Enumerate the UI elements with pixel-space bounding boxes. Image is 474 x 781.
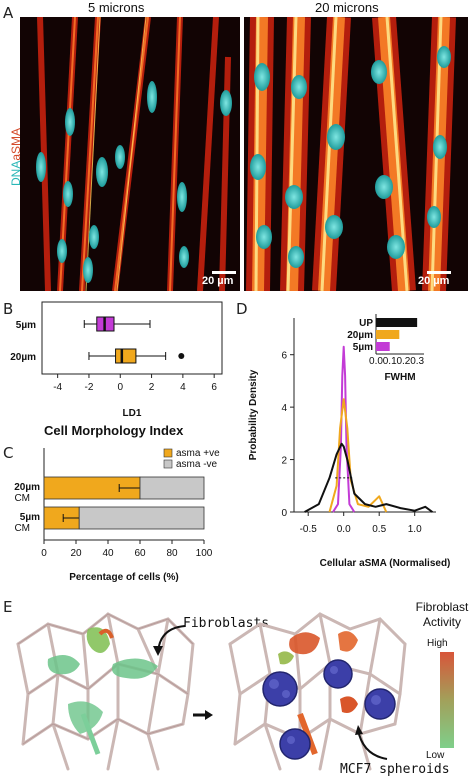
inset-bar-5µm: [376, 342, 390, 351]
scalebar-right: [427, 271, 451, 274]
inset-x-tick-label: 0.1: [383, 356, 397, 367]
inset-category-label: 5µm: [353, 342, 373, 353]
box-20µm: [115, 348, 137, 364]
category-sublabel: CM: [14, 523, 30, 534]
mcf7-spheroids: [262, 659, 396, 760]
micrograph-5um: 20 µm: [20, 17, 240, 291]
x-axis-label: LD1: [123, 408, 142, 419]
x-tick-label: 80: [166, 548, 178, 559]
activity-low-label: Low: [426, 750, 445, 761]
category-label: 20µm: [14, 482, 40, 493]
spheroids-arrow: [355, 725, 388, 760]
scalebar-right-label: 20 µm: [418, 275, 450, 287]
bar-asma--ve: [139, 476, 205, 500]
activity-colorbar: [440, 652, 454, 748]
category-label: 20µm: [10, 352, 36, 363]
x-tick-label: 0.5: [372, 524, 386, 535]
x-tick-label: 1.0: [408, 524, 422, 535]
micrograph-20um-image: [246, 17, 456, 291]
density-line-UP: [304, 442, 433, 513]
legend-label: asma +ve: [176, 448, 220, 459]
micrograph-20um: 20 µm: [244, 17, 468, 291]
x-tick-label: 0: [41, 548, 47, 559]
panel-a-title-20um: 20 microns: [315, 0, 379, 15]
inset-category-label: UP: [359, 318, 373, 329]
density-line-20µm: [328, 398, 388, 513]
inset-x-axis-label: FWHM: [384, 372, 415, 383]
panel-d-letter: D: [236, 300, 248, 318]
x-axis-label: Cellular aSMA (Normalised): [320, 558, 451, 569]
x-axis-label: Percentage of cells (%): [69, 572, 178, 583]
x-tick-label: 0.0: [337, 524, 351, 535]
fibroblasts-arrow: [153, 625, 186, 656]
chart-b-boxplot: -4 -2 0 2 4 6 LD1 5µm 20µm: [10, 301, 223, 419]
y-axis-label: Probability Density: [248, 369, 259, 460]
activity-high-label: High: [427, 638, 448, 649]
x-tick-label: 40: [102, 548, 114, 559]
density-line-5µm: [332, 345, 356, 513]
panel-b-letter: B: [3, 300, 14, 318]
scalebar-left: [212, 271, 236, 274]
chart-d-density: 0 2 4 6 -0.5 0.0 0.5 1.0 Probability Density Cell…: [248, 314, 451, 569]
legend-label: asma -ve: [176, 459, 218, 470]
spheroids-label: MCF7 spheroids: [340, 762, 450, 777]
inset-x-tick-label: 0.2: [396, 356, 410, 367]
schematic-left-network: [16, 612, 195, 771]
outlier-point: [178, 353, 185, 359]
micrograph-5um-image: [36, 17, 232, 291]
panel-a-letter: A: [3, 4, 14, 22]
inset-bar-20µm: [376, 330, 400, 339]
panel-b-title: Cell Morphology Index: [44, 423, 184, 438]
legend-swatch: [163, 448, 173, 458]
plot-frame: [41, 301, 223, 375]
category-sublabel: CM: [14, 493, 30, 504]
x-tick-label: 2: [149, 382, 155, 393]
x-tick-label: 6: [211, 382, 217, 393]
activated-fibroblasts: [278, 631, 358, 756]
x-tick-label: 20: [70, 548, 82, 559]
category-label: 5µm: [20, 512, 40, 523]
y-tick-label: 0: [281, 508, 287, 519]
activity-title: Fibroblast Activity: [415, 600, 469, 629]
legend-swatch: [163, 459, 173, 469]
x-tick-label: 60: [134, 548, 146, 559]
category-label: 5µm: [16, 320, 36, 331]
inset-category-label: 20µm: [347, 330, 373, 341]
panel-c-letter: C: [3, 444, 14, 462]
x-tick-label: -0.5: [300, 524, 318, 535]
x-tick-label: 0: [117, 382, 123, 393]
y-tick-label: 2: [281, 456, 287, 467]
x-tick-label: 100: [196, 548, 213, 559]
x-tick-label: -4: [53, 382, 62, 393]
transition-arrow: [193, 710, 213, 720]
scalebar-left-label: 20 µm: [202, 275, 234, 287]
y-tick-label: 6: [281, 351, 287, 362]
inset-bar-UP: [376, 318, 418, 327]
y-tick-label: 4: [281, 403, 287, 414]
fibroblast-cells-left: [47, 627, 158, 755]
inset-x-tick-label: 0.3: [410, 356, 424, 367]
panel-e-letter: E: [3, 598, 13, 616]
panel-a-title-5um: 5 microns: [88, 0, 145, 15]
schematic-right-network: [228, 612, 407, 771]
inset-x-tick-label: 0.0: [369, 356, 383, 367]
bar-asma--ve: [78, 506, 205, 530]
x-tick-label: -2: [85, 382, 94, 393]
x-tick-label: 4: [180, 382, 186, 393]
fibroblasts-label: Fibroblasts: [183, 616, 270, 631]
